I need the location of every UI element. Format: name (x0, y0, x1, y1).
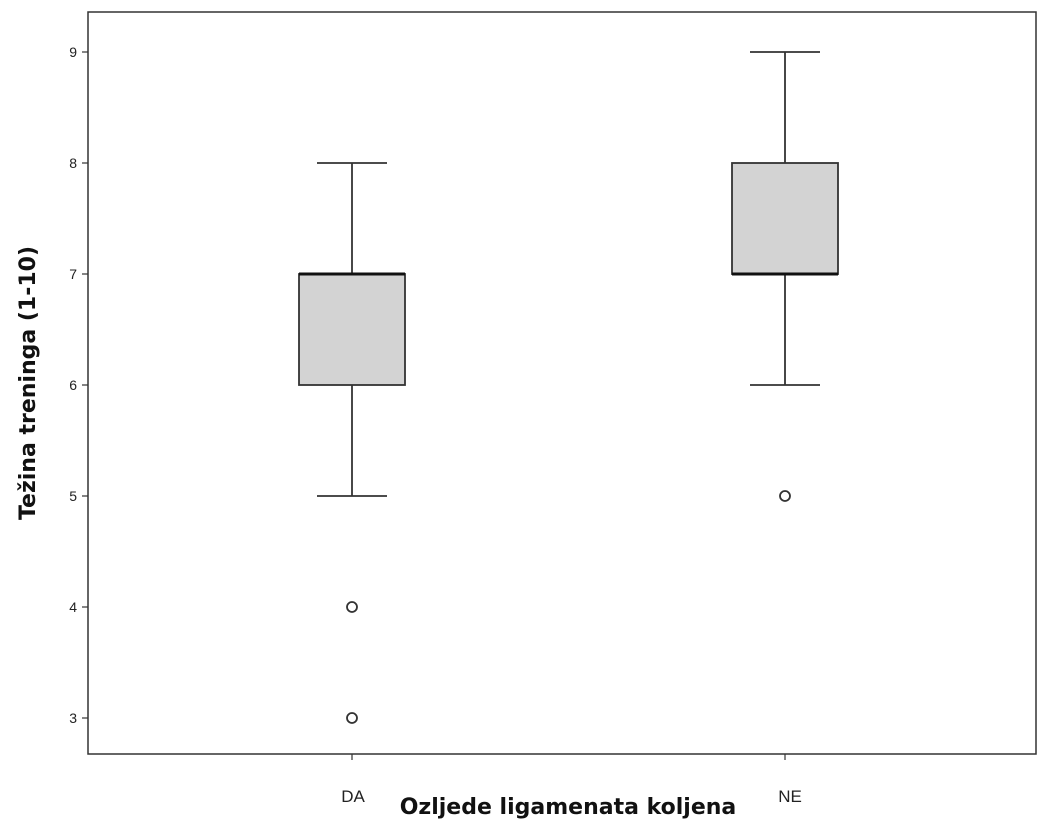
y-tick-label: 8 (69, 155, 77, 171)
y-tick-label: 6 (69, 377, 77, 393)
outlier-point (347, 602, 357, 612)
y-tick-label: 7 (69, 266, 77, 282)
y-tick-label: 9 (69, 44, 77, 60)
y-axis-title: Težina treninga (1-10) (16, 246, 41, 520)
outlier-point (347, 713, 357, 723)
outlier-point (780, 491, 790, 501)
y-tick-label: 3 (69, 710, 77, 726)
x-tick-label: NE (778, 787, 802, 806)
y-axis: 3 4 5 6 7 8 9 (69, 44, 88, 726)
plot-frame (88, 12, 1036, 754)
x-axis-title: Ozljede ligamenata koljena (400, 795, 737, 820)
y-tick-label: 5 (69, 488, 77, 504)
iqr-box (732, 163, 838, 274)
x-tick-label: DA (341, 787, 365, 806)
y-tick-label: 4 (69, 599, 77, 615)
iqr-box (299, 274, 405, 385)
